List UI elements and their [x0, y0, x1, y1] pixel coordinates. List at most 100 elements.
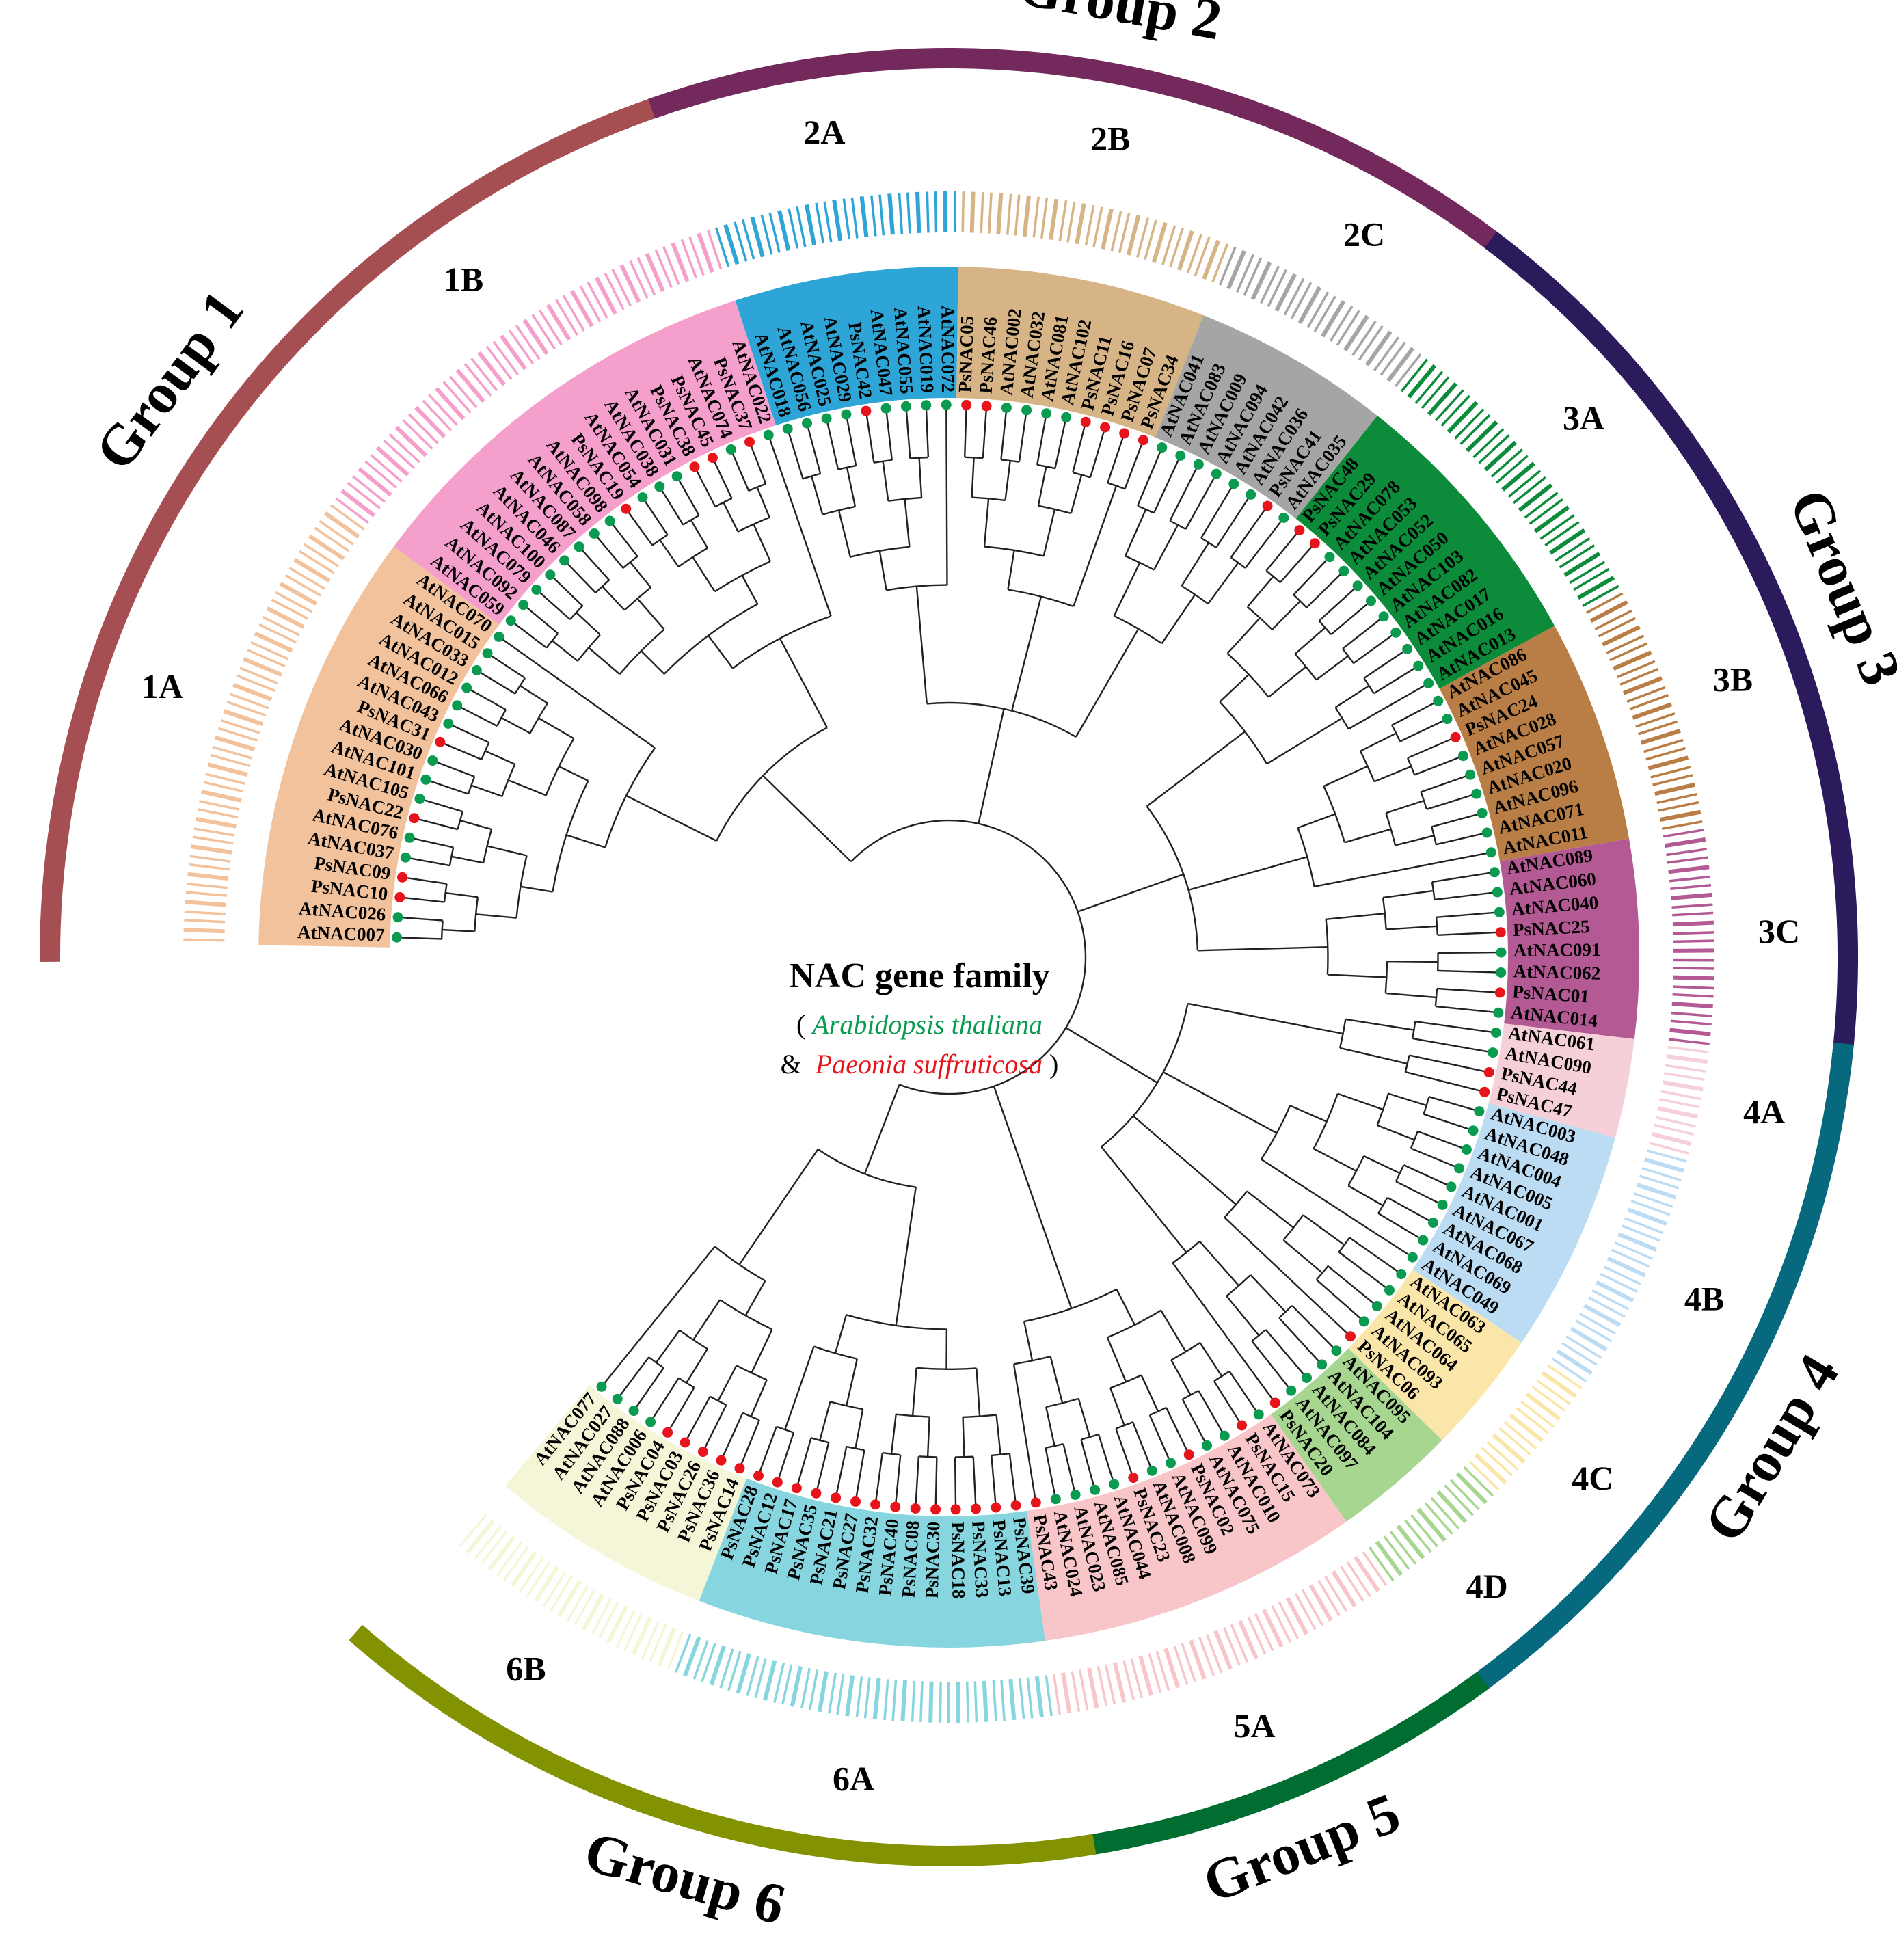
- leaf-dot: [629, 1406, 639, 1416]
- subgroup-label-1B: 1B: [444, 260, 483, 299]
- branch: [604, 1346, 634, 1384]
- figure-title: NAC gene family: [789, 956, 1049, 995]
- domain-tick: [208, 764, 247, 775]
- branch: [404, 898, 444, 902]
- branch: [645, 501, 667, 535]
- leaf-dot: [1446, 1181, 1456, 1192]
- branch: [559, 766, 589, 781]
- domain-tick: [1374, 337, 1398, 371]
- branch: [1304, 1293, 1347, 1333]
- branch: [1319, 589, 1355, 621]
- branch: [1162, 595, 1196, 644]
- leaf-dot: [531, 585, 541, 595]
- branch: [887, 412, 892, 460]
- branch: [1306, 574, 1341, 608]
- branch: [1272, 601, 1300, 630]
- branch: [567, 835, 606, 847]
- domain-tick: [820, 1672, 826, 1712]
- branch: [808, 427, 820, 474]
- branch: [1064, 1444, 1075, 1491]
- domain-tick: [1552, 1358, 1586, 1381]
- branch: [1314, 1149, 1356, 1171]
- domain-tick: [527, 1562, 550, 1596]
- branch: [595, 706, 622, 725]
- leaf-dot: [1474, 1106, 1484, 1116]
- branch: [1440, 853, 1487, 862]
- domain-tick: [1580, 1314, 1615, 1334]
- leaf-dot: [1286, 1386, 1296, 1396]
- domain-tick: [1276, 274, 1295, 311]
- branch: [1214, 1381, 1239, 1422]
- leaf-dot: [792, 1483, 802, 1493]
- gene-label: AtNAC019: [914, 306, 938, 394]
- branch: [1377, 1125, 1414, 1140]
- branch: [1301, 718, 1342, 743]
- leaf-dot: [961, 400, 971, 410]
- domain-tick: [893, 1680, 896, 1721]
- domain-tick: [304, 544, 339, 566]
- domain-tick: [187, 884, 228, 888]
- branch: [502, 639, 536, 663]
- leaf-dot: [1490, 867, 1500, 877]
- domain-tick: [1665, 1065, 1706, 1071]
- branch: [1401, 862, 1440, 870]
- branch: [576, 613, 600, 634]
- branch: [634, 1315, 660, 1346]
- branch: [751, 1330, 772, 1373]
- domain-tick: [1663, 1082, 1703, 1089]
- branch: [1161, 1311, 1185, 1352]
- branch: [714, 461, 732, 498]
- branch: [705, 1405, 726, 1448]
- branch: [1280, 546, 1313, 582]
- branch: [1024, 1321, 1032, 1360]
- branch: [1429, 1097, 1476, 1110]
- domain-tick: [1656, 1117, 1696, 1126]
- branch: [1078, 874, 1184, 912]
- branch: [1292, 1306, 1334, 1348]
- branch: [1114, 563, 1140, 616]
- leaf-dot: [1433, 696, 1443, 706]
- branch: [742, 576, 758, 604]
- branch: [1226, 1296, 1259, 1336]
- domain-tick: [1673, 995, 1714, 997]
- domain-tick: [377, 448, 408, 475]
- domain-tick: [1669, 1039, 1710, 1044]
- domain-tick: [202, 792, 242, 801]
- domain-tick: [1596, 1283, 1633, 1301]
- branch: [976, 1368, 980, 1416]
- branch: [1410, 1056, 1485, 1072]
- branch: [723, 1413, 742, 1457]
- domain-tick: [1584, 1306, 1620, 1326]
- branch: [442, 930, 475, 932]
- domain-tick: [1025, 196, 1029, 237]
- leaf-dot: [971, 1504, 981, 1514]
- domain-tick: [936, 191, 937, 232]
- leaf-dot: [680, 1438, 690, 1448]
- branch: [926, 410, 928, 457]
- domain-tick: [829, 1673, 835, 1713]
- leaf-dot: [1384, 1285, 1395, 1296]
- domain-tick: [204, 782, 243, 792]
- domain-tick: [1345, 316, 1368, 350]
- branch: [1125, 509, 1146, 556]
- domain-tick: [1310, 1585, 1331, 1621]
- domain-tick: [913, 1681, 915, 1722]
- domain-tick: [1457, 1473, 1486, 1503]
- branch: [817, 1442, 829, 1489]
- domain-tick: [184, 930, 225, 931]
- domain-tick: [1658, 803, 1699, 811]
- branch: [622, 724, 656, 748]
- leaf-dot: [1237, 1421, 1247, 1431]
- branch: [1189, 857, 1308, 890]
- branch: [1317, 656, 1349, 680]
- branch: [740, 1149, 818, 1265]
- branch: [785, 1392, 798, 1429]
- branch: [597, 537, 623, 568]
- domain-tick: [1103, 209, 1112, 250]
- domain-tick: [1550, 530, 1585, 553]
- leaf-dot: [1011, 1501, 1021, 1511]
- domain-tick: [1658, 1108, 1698, 1117]
- branch: [839, 510, 850, 556]
- branch: [636, 1368, 664, 1408]
- domain-tick: [810, 1669, 818, 1710]
